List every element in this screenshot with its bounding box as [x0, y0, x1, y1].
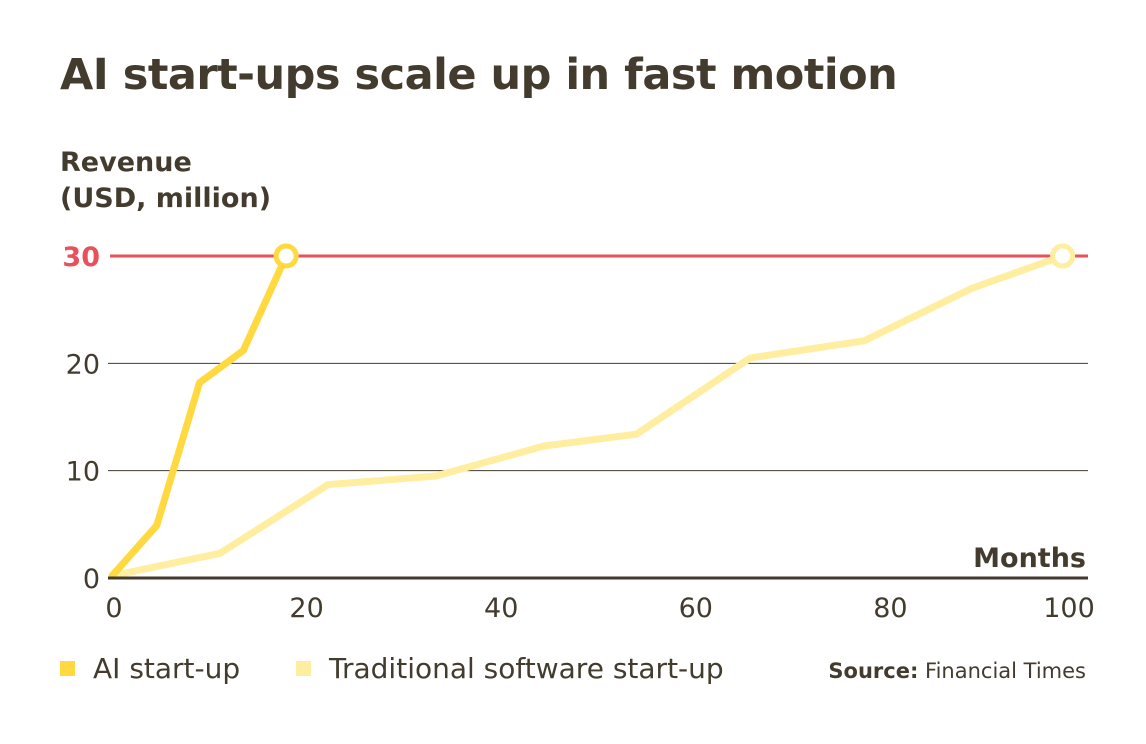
x-tick-label-100: 100: [1043, 593, 1095, 624]
y-tick-label-30: 30: [62, 242, 100, 273]
x-tick-label-40: 40: [484, 593, 518, 624]
x-axis-label: Months: [973, 543, 1086, 574]
legend-item-traditional: Traditional software start-up: [296, 652, 724, 685]
x-tick-label-0: 0: [105, 593, 122, 624]
y-tick-label-10: 10: [66, 457, 100, 488]
legend-item-ai: AI start-up: [60, 652, 240, 685]
y-axis-label-line-2: (USD, million): [60, 183, 272, 214]
series-line-traditional: [108, 252, 1067, 580]
chart-title: AI start-ups scale up in fast motion: [60, 50, 898, 100]
source-note: Source: Financial Times: [828, 659, 1086, 683]
x-tick-label-60: 60: [679, 593, 713, 624]
x-tick-label-80: 80: [873, 593, 907, 624]
source-text: Financial Times: [925, 659, 1086, 683]
end-marker-traditional: [1050, 243, 1076, 269]
legend-swatch-ai: [60, 661, 75, 676]
legend-label-traditional: Traditional software start-up: [329, 652, 724, 685]
y-tick-label-0: 0: [83, 564, 100, 595]
legend-label-ai: AI start-up: [93, 652, 241, 685]
source-label: Source:: [828, 659, 919, 683]
legend-swatch-traditional: [296, 661, 311, 676]
y-axis-label-line-1: Revenue: [60, 147, 192, 178]
y-axis-label: Revenue (USD, million): [60, 145, 271, 217]
end-marker-ai: [273, 243, 299, 269]
y-tick-label-20: 20: [66, 349, 100, 380]
x-tick-label-20: 20: [289, 593, 323, 624]
